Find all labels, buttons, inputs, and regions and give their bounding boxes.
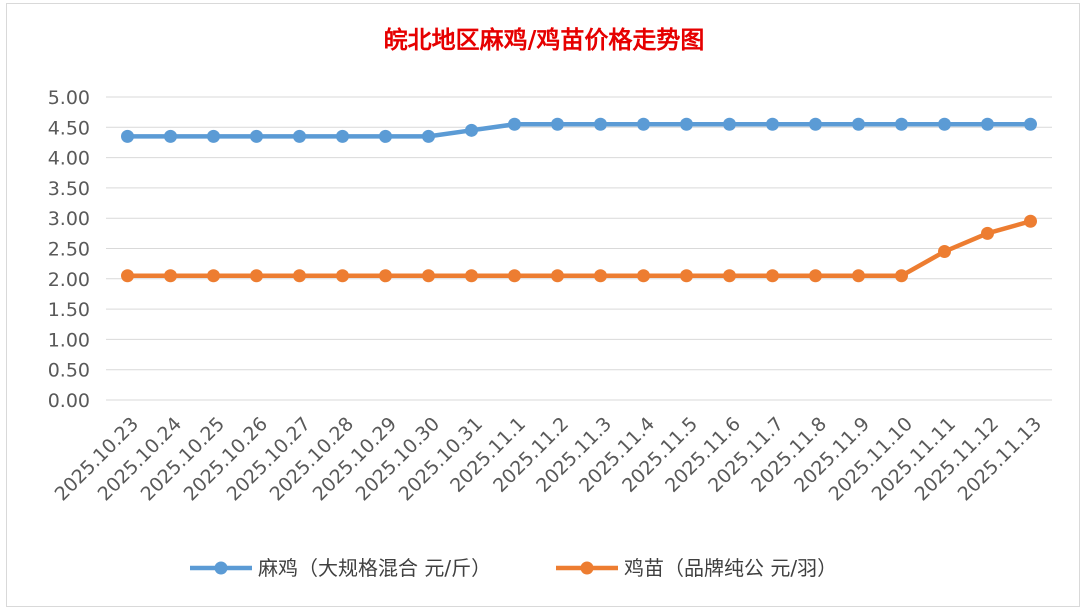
data-point: [551, 269, 564, 283]
data-point: [422, 129, 435, 143]
data-point: [809, 269, 822, 283]
data-point: [766, 269, 779, 283]
chart-title: 皖北地区麻鸡/鸡苗价格走势图: [384, 25, 705, 54]
data-point: [250, 269, 263, 283]
data-point: [852, 117, 865, 131]
y-tick-label: 0.50: [48, 360, 90, 382]
data-point: [637, 117, 650, 131]
data-point: [422, 269, 435, 283]
legend-swatch-marker: [214, 561, 228, 575]
data-point: [680, 269, 693, 283]
data-point: [852, 269, 865, 283]
series-line: [127, 122, 1031, 139]
y-tick-label: 4.00: [48, 148, 90, 170]
y-tick-label: 2.00: [48, 269, 90, 291]
y-tick-label: 4.50: [48, 117, 90, 139]
data-point: [207, 269, 220, 283]
data-point: [766, 117, 779, 131]
data-point: [1024, 214, 1037, 228]
data-point: [293, 269, 306, 283]
data-point: [938, 245, 951, 259]
data-point: [938, 117, 951, 131]
legend-label: 鸡苗（品牌纯公 元/羽）: [624, 556, 837, 580]
series-line: [127, 219, 1032, 279]
data-point: [508, 269, 521, 283]
data-point: [379, 129, 392, 143]
y-tick-label: 3.50: [48, 178, 90, 200]
data-point: [594, 269, 607, 283]
data-point: [637, 269, 650, 283]
data-point: [895, 269, 908, 283]
data-point: [551, 117, 564, 131]
y-tick-label: 3.00: [48, 208, 90, 230]
data-point: [465, 123, 478, 137]
data-point: [336, 269, 349, 283]
y-tick-label: 1.50: [48, 299, 90, 321]
y-tick-label: 2.50: [48, 239, 90, 261]
legend-swatch-marker: [580, 561, 594, 575]
data-point: [680, 117, 693, 131]
data-point: [121, 269, 134, 283]
data-point: [981, 117, 994, 131]
data-point: [250, 129, 263, 143]
y-tick-label: 5.00: [48, 87, 90, 109]
data-point: [594, 117, 607, 131]
data-point: [164, 269, 177, 283]
y-tick-label: 0.00: [48, 390, 90, 412]
y-tick-label: 1.00: [48, 329, 90, 351]
data-point: [164, 129, 177, 143]
legend-label: 麻鸡（大规格混合 元/斤）: [258, 556, 491, 580]
data-point: [121, 129, 134, 143]
chart-frame: [6, 3, 1080, 607]
data-point: [293, 129, 306, 143]
data-point: [1024, 117, 1037, 131]
data-point: [336, 129, 349, 143]
data-point: [207, 129, 220, 143]
data-point: [895, 117, 908, 131]
data-point: [508, 117, 521, 131]
data-point: [723, 269, 736, 283]
data-point: [809, 117, 822, 131]
data-point: [981, 226, 994, 240]
data-point: [465, 269, 478, 283]
data-point: [379, 269, 392, 283]
data-point: [723, 117, 736, 131]
